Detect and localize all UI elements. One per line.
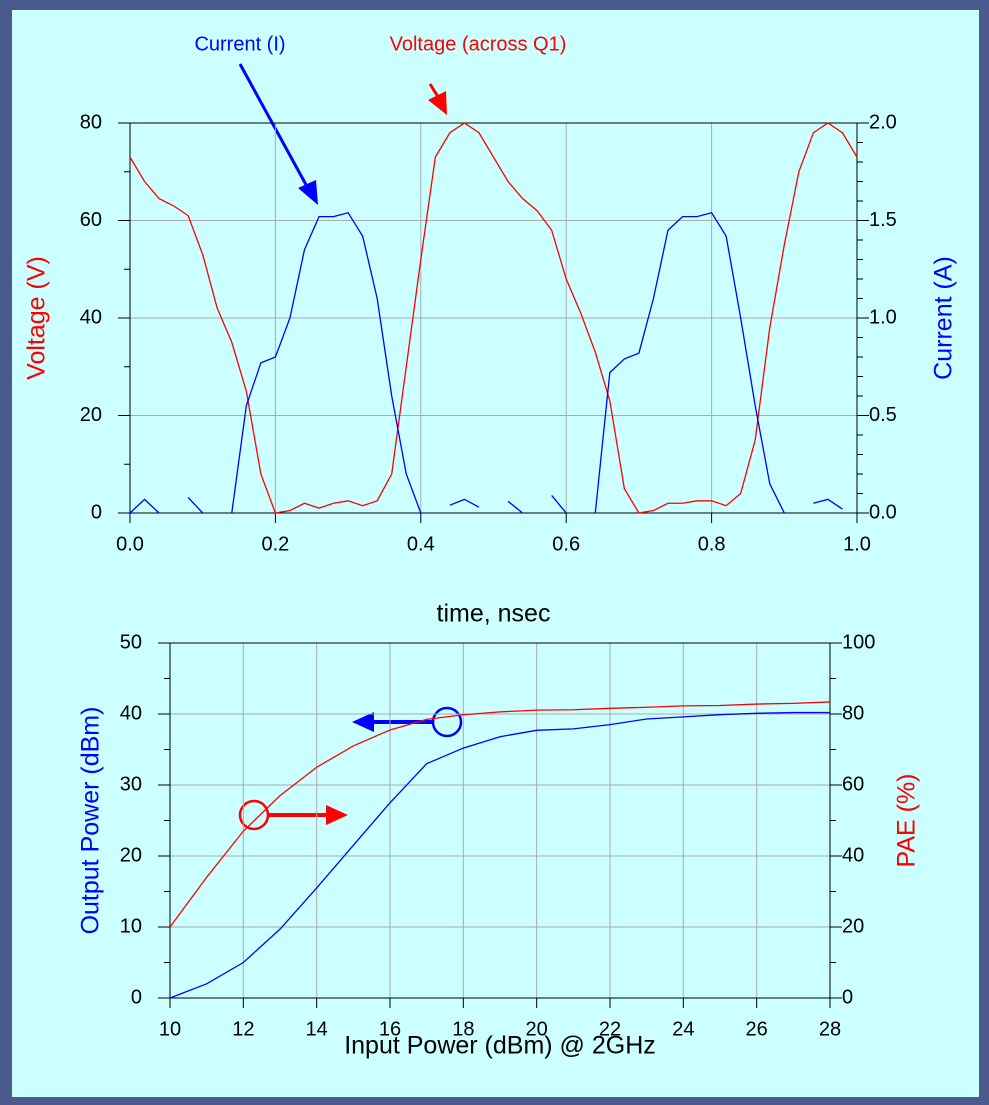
x-tick-label: 28 bbox=[819, 1018, 841, 1040]
y-tick-label: 40 bbox=[80, 306, 102, 328]
y2-tick-label: 0 bbox=[842, 986, 853, 1008]
y-tick-label: 60 bbox=[80, 209, 102, 231]
y-tick-label: 0 bbox=[131, 986, 142, 1008]
y-tick-label: 30 bbox=[120, 773, 142, 795]
y2-tick-label: 40 bbox=[842, 844, 864, 866]
y2-tick-label: 80 bbox=[842, 702, 864, 724]
y-tick-label: 40 bbox=[120, 702, 142, 724]
x-tick-label: 24 bbox=[672, 1018, 694, 1040]
x-tick-label: 22 bbox=[599, 1018, 621, 1040]
y2-tick-label: 60 bbox=[842, 773, 864, 795]
y-axis-label: Voltage (V) bbox=[23, 256, 51, 380]
y2-tick-label: 1.5 bbox=[869, 209, 897, 231]
y-tick-label: 50 bbox=[120, 631, 142, 653]
y2-axis-label: PAE (%) bbox=[893, 774, 921, 868]
x-axis-label: Input Power (dBm) @ 2GHz bbox=[344, 1032, 656, 1060]
x-tick-label: 0.4 bbox=[407, 533, 435, 555]
y2-tick-label: 0.0 bbox=[869, 501, 897, 523]
x-tick-label: 14 bbox=[306, 1018, 328, 1040]
annotation: Current (I) bbox=[194, 33, 285, 55]
x-axis-label: time, nsec bbox=[437, 600, 551, 628]
y2-axis-label: Current (A) bbox=[930, 256, 958, 380]
y-tick-label: 20 bbox=[120, 844, 142, 866]
y2-tick-label: 20 bbox=[842, 915, 864, 937]
y-axis-label: Output Power (dBm) bbox=[77, 707, 105, 935]
y-tick-label: 0 bbox=[91, 501, 102, 523]
annotation: Voltage (across Q1) bbox=[390, 33, 567, 55]
x-tick-label: 0.0 bbox=[116, 533, 144, 555]
series-line bbox=[129, 122, 858, 514]
x-tick-label: 0.8 bbox=[698, 533, 726, 555]
y-tick-label: 80 bbox=[80, 111, 102, 133]
y2-tick-label: 100 bbox=[842, 631, 875, 653]
y2-tick-label: 2.0 bbox=[869, 111, 897, 133]
x-tick-label: 12 bbox=[232, 1018, 254, 1040]
x-tick-label: 20 bbox=[526, 1018, 548, 1040]
x-tick-label: 18 bbox=[452, 1018, 474, 1040]
series-line bbox=[169, 711, 830, 999]
y2-tick-label: 0.5 bbox=[869, 404, 897, 426]
x-tick-label: 26 bbox=[746, 1018, 768, 1040]
panel bbox=[12, 10, 979, 1097]
annotation-arrows bbox=[238, 63, 463, 831]
x-tick-label: 0.2 bbox=[261, 533, 289, 555]
y2-tick-label: 1.0 bbox=[869, 306, 897, 328]
x-tick-label: 16 bbox=[379, 1018, 401, 1040]
x-tick-label: 0.6 bbox=[552, 533, 580, 555]
y-tick-label: 10 bbox=[120, 915, 142, 937]
series-line bbox=[169, 701, 831, 928]
series-line bbox=[129, 211, 843, 514]
y-tick-label: 20 bbox=[80, 404, 102, 426]
x-tick-label: 10 bbox=[159, 1018, 181, 1040]
x-tick-label: 1.0 bbox=[843, 533, 871, 555]
